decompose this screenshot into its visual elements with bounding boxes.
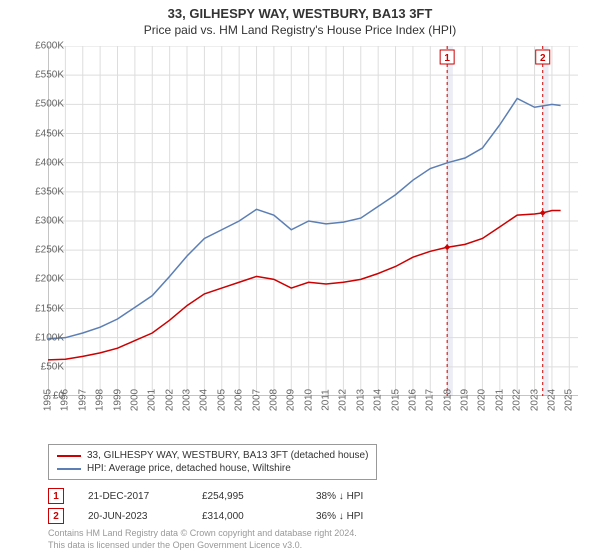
sale-date: 21-DEC-2017	[88, 491, 178, 502]
sale-row: 1 21-DEC-2017 £254,995 38% ↓ HPI	[48, 486, 406, 506]
x-tick-label: 2021	[494, 389, 505, 411]
x-tick-label: 1997	[77, 389, 88, 411]
x-tick-label: 2025	[564, 389, 575, 411]
x-tick-label: 2005	[216, 389, 227, 411]
legend-item: HPI: Average price, detached house, Wilt…	[57, 462, 368, 475]
sale-row: 2 20-JUN-2023 £314,000 36% ↓ HPI	[48, 506, 406, 526]
y-tick-label: £0	[18, 391, 64, 402]
x-tick-label: 2000	[129, 389, 140, 411]
y-tick-label: £300K	[18, 216, 64, 227]
x-tick-label: 2023	[529, 389, 540, 411]
x-tick-label: 1999	[112, 389, 123, 411]
legend-swatch	[57, 455, 81, 457]
x-tick-label: 2008	[268, 389, 279, 411]
x-tick-label: 2018	[442, 389, 453, 411]
x-tick-label: 1996	[60, 389, 71, 411]
sales-table: 1 21-DEC-2017 £254,995 38% ↓ HPI 2 20-JUN-202…	[48, 486, 406, 526]
svg-text:2: 2	[540, 53, 546, 64]
y-tick-label: £400K	[18, 157, 64, 168]
y-tick-label: £150K	[18, 303, 64, 314]
y-tick-label: £250K	[18, 245, 64, 256]
x-tick-label: 2007	[251, 389, 262, 411]
sale-price: £254,995	[202, 491, 292, 502]
y-tick-label: £100K	[18, 332, 64, 343]
x-tick-label: 2010	[303, 389, 314, 411]
x-tick-label: 2024	[546, 389, 557, 411]
y-tick-label: £350K	[18, 186, 64, 197]
y-tick-label: £500K	[18, 99, 64, 110]
x-tick-label: 2006	[234, 389, 245, 411]
x-tick-label: 2017	[425, 389, 436, 411]
plot-svg: 12	[48, 46, 578, 396]
sale-price: £314,000	[202, 511, 292, 522]
x-tick-label: 2011	[321, 389, 332, 411]
x-tick-label: 2003	[182, 389, 193, 411]
legend-label: 33, GILHESPY WAY, WESTBURY, BA13 3FT (de…	[87, 450, 368, 461]
x-tick-label: 2012	[338, 389, 349, 411]
chart-area: 12	[48, 46, 578, 396]
y-tick-label: £550K	[18, 70, 64, 81]
x-tick-label: 2004	[199, 389, 210, 411]
x-tick-label: 2015	[390, 389, 401, 411]
chart-subtitle: Price paid vs. HM Land Registry's House …	[0, 21, 600, 41]
sale-badge: 1	[48, 488, 64, 504]
x-tick-label: 2009	[286, 389, 297, 411]
x-tick-label: 2016	[407, 389, 418, 411]
sale-badge: 2	[48, 508, 64, 524]
y-tick-label: £200K	[18, 274, 64, 285]
x-tick-label: 1995	[43, 389, 54, 411]
legend: 33, GILHESPY WAY, WESTBURY, BA13 3FT (de…	[48, 444, 377, 480]
x-tick-label: 2002	[164, 389, 175, 411]
chart-container: 33, GILHESPY WAY, WESTBURY, BA13 3FT Pri…	[0, 0, 600, 560]
y-tick-label: £600K	[18, 41, 64, 52]
x-tick-label: 2014	[373, 389, 384, 411]
footer: Contains HM Land Registry data © Crown c…	[48, 528, 357, 551]
sale-delta: 38% ↓ HPI	[316, 491, 406, 502]
legend-item: 33, GILHESPY WAY, WESTBURY, BA13 3FT (de…	[57, 449, 368, 462]
svg-text:1: 1	[444, 53, 450, 64]
x-tick-label: 2020	[477, 389, 488, 411]
legend-label: HPI: Average price, detached house, Wilt…	[87, 463, 291, 474]
chart-title: 33, GILHESPY WAY, WESTBURY, BA13 3FT	[0, 0, 600, 21]
footer-line-2: This data is licensed under the Open Gov…	[48, 540, 357, 552]
sale-delta: 36% ↓ HPI	[316, 511, 406, 522]
y-tick-label: £450K	[18, 128, 64, 139]
legend-swatch	[57, 468, 81, 470]
x-tick-label: 2001	[147, 389, 158, 411]
y-tick-label: £50K	[18, 361, 64, 372]
x-tick-label: 2022	[512, 389, 523, 411]
x-tick-label: 2013	[355, 389, 366, 411]
x-tick-label: 2019	[460, 389, 471, 411]
sale-date: 20-JUN-2023	[88, 511, 178, 522]
footer-line-1: Contains HM Land Registry data © Crown c…	[48, 528, 357, 540]
x-tick-label: 1998	[95, 389, 106, 411]
